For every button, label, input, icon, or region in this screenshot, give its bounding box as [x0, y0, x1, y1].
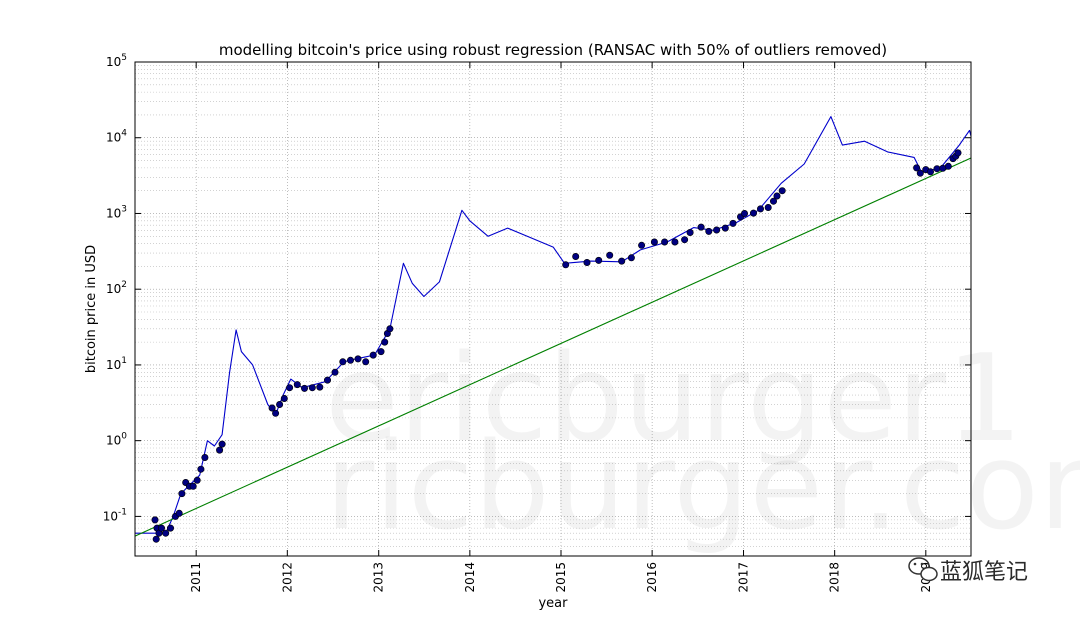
inlier-point — [377, 348, 385, 356]
inlier-point — [686, 229, 694, 237]
x-tick-label: 2018 — [828, 562, 842, 593]
x-axis-label: year — [538, 596, 568, 611]
inlier-point — [926, 168, 934, 176]
y-axis-ticks: 10-1 100 101 102 103 104 105 — [103, 53, 971, 523]
inlier-point — [216, 446, 224, 454]
inlier-point — [595, 256, 603, 264]
y-tick-label: 103 — [106, 204, 127, 220]
plot-frame — [134, 61, 972, 557]
inlier-point — [606, 251, 614, 259]
inlier-point — [713, 226, 721, 234]
inlier-point — [197, 465, 205, 473]
inlier-point — [316, 383, 324, 391]
inlier-point — [193, 476, 201, 484]
inlier-point — [681, 236, 689, 244]
inlier-point — [705, 227, 713, 235]
inlier-point — [913, 164, 921, 172]
inlier-point — [944, 162, 952, 170]
inlier-point — [773, 192, 781, 200]
inlier-point — [729, 219, 737, 227]
inlier-point — [583, 258, 591, 266]
inlier-point — [386, 325, 394, 333]
inlier-point — [300, 384, 308, 392]
inlier-point — [189, 482, 197, 490]
watermark-line-1: ericburger1 — [325, 330, 1023, 469]
inlier-point — [308, 384, 316, 392]
inlier-point — [339, 358, 347, 366]
inlier-point — [369, 351, 377, 359]
inlier-point — [749, 209, 757, 217]
inlier-point — [151, 516, 159, 524]
chart-title: modelling bitcoin's price using robust r… — [219, 41, 887, 59]
inlier-point — [293, 381, 301, 389]
inlier-point — [362, 358, 370, 366]
price-line — [135, 116, 971, 534]
inlier-point — [650, 238, 658, 246]
x-tick-label: 2016 — [645, 562, 659, 593]
inlier-point — [268, 404, 276, 412]
inlier-point — [740, 210, 748, 218]
stamp-text: 蓝狐笔记 — [940, 560, 1028, 585]
inlier-point — [346, 356, 354, 364]
x-tick-label: 2011 — [189, 562, 203, 593]
watermark: ericburger1 ricburger.com — [325, 330, 1080, 557]
inlier-point — [280, 394, 288, 402]
inlier-point — [218, 440, 226, 448]
watermark-line-2: ricburger.com — [325, 418, 1080, 557]
inlier-point — [272, 409, 280, 417]
y-tick-label: 104 — [106, 129, 127, 145]
x-tick-label: 2012 — [280, 562, 294, 593]
y-tick-label: 105 — [106, 53, 127, 69]
inlier-point — [627, 254, 635, 262]
inlier-point — [764, 204, 772, 212]
inlier-point — [618, 257, 626, 265]
plot-content — [135, 116, 971, 543]
x-tick-label: 2014 — [463, 562, 477, 593]
y-tick-label: 100 — [106, 432, 127, 448]
inlier-point — [331, 368, 339, 376]
fit-line — [135, 157, 971, 537]
inlier-point — [769, 197, 777, 205]
wechat-stamp: 蓝狐笔记 — [908, 557, 1028, 585]
inlier-point — [178, 490, 186, 498]
inlier-point — [778, 187, 786, 195]
inlier-point — [661, 238, 669, 246]
inlier-point — [354, 355, 362, 363]
y-tick-label: 101 — [106, 356, 127, 372]
wechat-icon — [908, 557, 938, 582]
inlier-point — [276, 400, 284, 408]
inlier-point — [152, 535, 160, 543]
inlier-point — [158, 524, 166, 532]
inlier-point — [916, 169, 924, 177]
x-tick-label: 2017 — [737, 562, 751, 593]
inlier-point — [572, 253, 580, 261]
inlier-point — [167, 524, 175, 532]
inlier-point — [323, 376, 331, 384]
x-tick-label: 2013 — [372, 562, 386, 593]
x-tick-label: 2015 — [554, 562, 568, 593]
inlier-point — [381, 338, 389, 346]
inlier-point — [954, 149, 962, 157]
y-axis-label: bitcoin price in USD — [84, 245, 99, 373]
y-tick-label: 10-1 — [103, 507, 127, 523]
inlier-point — [162, 529, 170, 537]
inlier-point — [933, 165, 941, 173]
inlier-point — [175, 509, 183, 517]
inlier-point — [756, 205, 764, 213]
inlier-point — [286, 384, 294, 392]
inlier-point — [721, 224, 729, 232]
inlier-point — [697, 223, 705, 231]
inlier-point — [562, 261, 570, 269]
inlier-point — [671, 238, 679, 246]
inlier-point — [201, 453, 209, 461]
inlier-point — [638, 241, 646, 249]
y-tick-label: 102 — [106, 280, 127, 296]
